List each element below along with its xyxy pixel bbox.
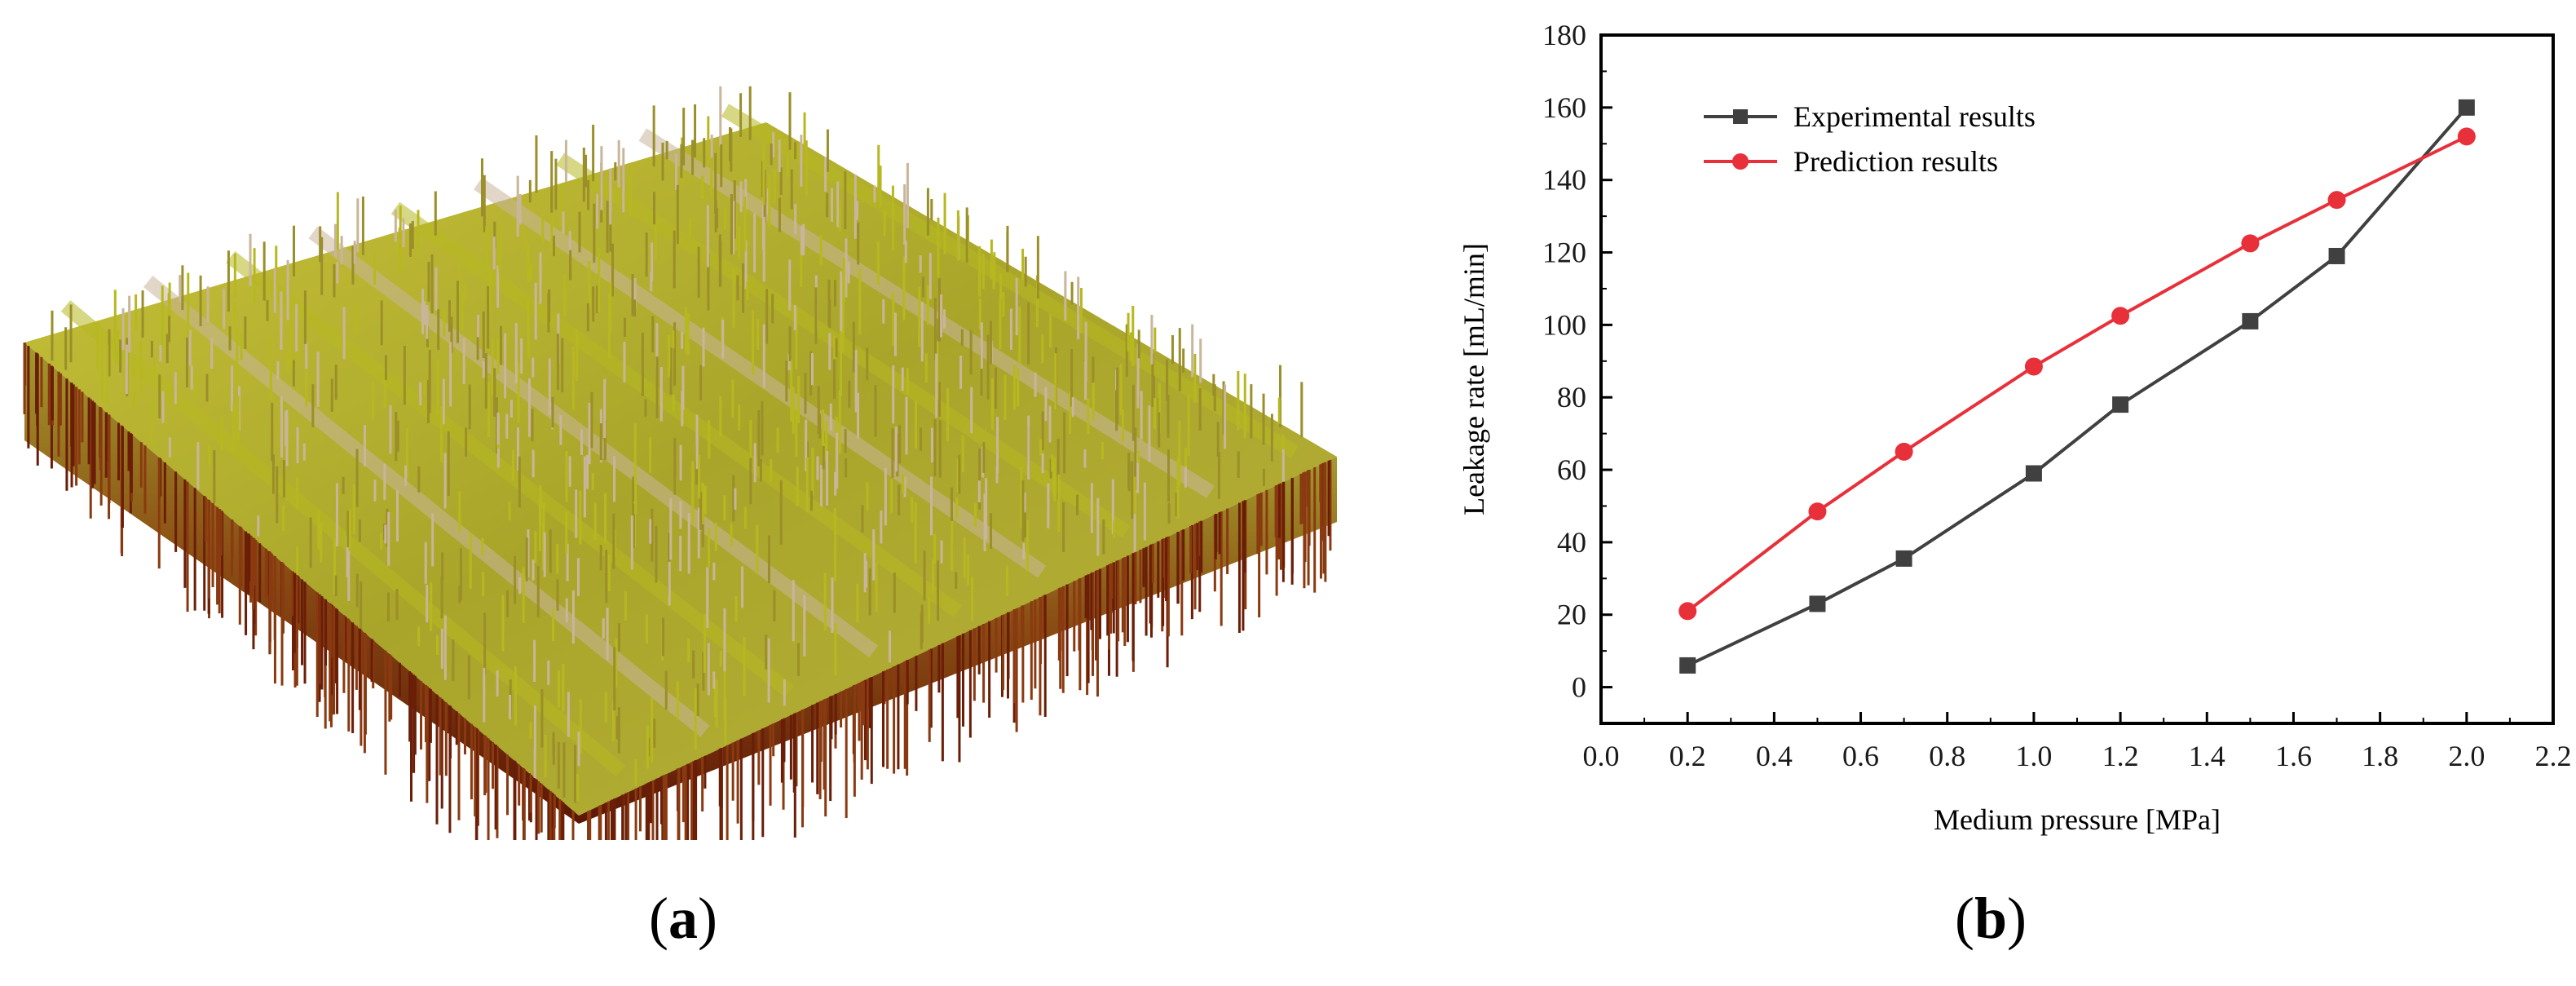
y-tick-label: 20 (1557, 599, 1586, 631)
y-tick-label: 160 (1542, 91, 1586, 124)
x-tick-label: 2.2 (2535, 740, 2572, 772)
y-axis-title: Leakage rate [mL/min] (1458, 243, 1490, 515)
x-tick-label: 1.8 (2362, 740, 2398, 772)
chart-ticks: 0.0 0.2 0.4 0.6 0.8 1.0 1.2 1.4 1.6 1.8 2.0 2.2 0 20 4… (1542, 19, 2572, 772)
caption-panel-a: (a) (649, 885, 717, 953)
x-tick-label: 0.8 (1929, 740, 1965, 772)
surface-ridge (308, 226, 879, 658)
legend-marker-experimental (1733, 109, 1748, 124)
data-point-prediction (2457, 127, 2476, 146)
data-point-experimental (1679, 657, 1696, 674)
y-tick-label: 80 (1557, 381, 1586, 413)
caption-b-close: ) (2007, 886, 2027, 951)
y-tick-label: 120 (1542, 237, 1586, 269)
data-point-prediction (1895, 442, 1913, 461)
x-tick-label: 0.6 (1842, 740, 1879, 772)
x-tick-label: 2.0 (2448, 740, 2485, 772)
surface-topography-image (23, 86, 1337, 840)
data-point-prediction (2241, 234, 2260, 253)
legend-marker-prediction (1732, 153, 1749, 170)
caption-a-open: ( (649, 886, 668, 951)
legend-label-experimental: Experimental results (1793, 100, 2036, 133)
data-point-prediction (1808, 502, 1827, 521)
surface-topography-panel (0, 0, 1386, 848)
data-point-prediction (2024, 357, 2043, 376)
series-line-0 (1687, 106, 2468, 667)
y-tick-label: 0 (1572, 671, 1586, 704)
x-tick-label: 0.0 (1583, 740, 1620, 772)
surface-spikes (23, 86, 1332, 840)
x-tick-label: 1.6 (2275, 740, 2312, 772)
x-tick-label: 0.4 (1756, 740, 1793, 772)
surface-ridge (474, 177, 1047, 578)
data-point-prediction (2111, 307, 2130, 325)
caption-b-open: ( (1955, 886, 1974, 951)
x-axis-title: Medium pressure [MPa] (1934, 803, 2221, 836)
plot-frame (1599, 33, 2555, 725)
surface-ridge (638, 128, 1215, 498)
y-tick-label: 60 (1557, 453, 1586, 486)
caption-a-close: ) (697, 886, 717, 951)
legend-label-prediction: Prediction results (1793, 145, 1998, 178)
x-tick-label: 0.2 (1670, 740, 1706, 772)
data-point-experimental (2242, 312, 2259, 329)
y-tick-label: 140 (1542, 164, 1586, 197)
surface-ridges (60, 104, 1299, 777)
x-tick-label: 1.2 (2102, 740, 2139, 772)
surface-ridge (60, 300, 626, 777)
x-tick-label: 1.0 (2015, 740, 2052, 772)
y-tick-label: 40 (1557, 526, 1586, 559)
data-point-experimental (2328, 247, 2345, 264)
chart-legend: Experimental results Prediction results (1704, 100, 2036, 178)
data-point-experimental (1809, 595, 1826, 612)
data-point-experimental (2025, 465, 2042, 482)
leakage-rate-chart: 0.0 0.2 0.4 0.6 0.8 1.0 1.2 1.4 1.6 1.8 2.0 2.2 0 20 4… (1458, 19, 2572, 836)
data-point-prediction (2327, 191, 2346, 210)
caption-panel-b: (b) (1955, 885, 2027, 953)
data-point-experimental (1895, 550, 1912, 567)
x-tick-label: 1.4 (2189, 740, 2225, 772)
series-line-1 (1686, 135, 2468, 612)
data-point-experimental (2458, 99, 2475, 116)
caption-a-letter: a (668, 886, 698, 951)
data-point-experimental (2112, 396, 2129, 413)
y-tick-label: 100 (1542, 308, 1586, 341)
y-tick-label: 180 (1542, 19, 1586, 51)
chart-series (1678, 99, 2476, 674)
caption-b-letter: b (1974, 886, 2008, 951)
data-point-prediction (1678, 602, 1697, 621)
surface-ridge (226, 250, 794, 697)
leakage-chart-panel: 0.0 0.2 0.4 0.6 0.8 1.0 1.2 1.4 1.6 1.8 2.0 2.2 0 20 4… (1435, 0, 2576, 864)
